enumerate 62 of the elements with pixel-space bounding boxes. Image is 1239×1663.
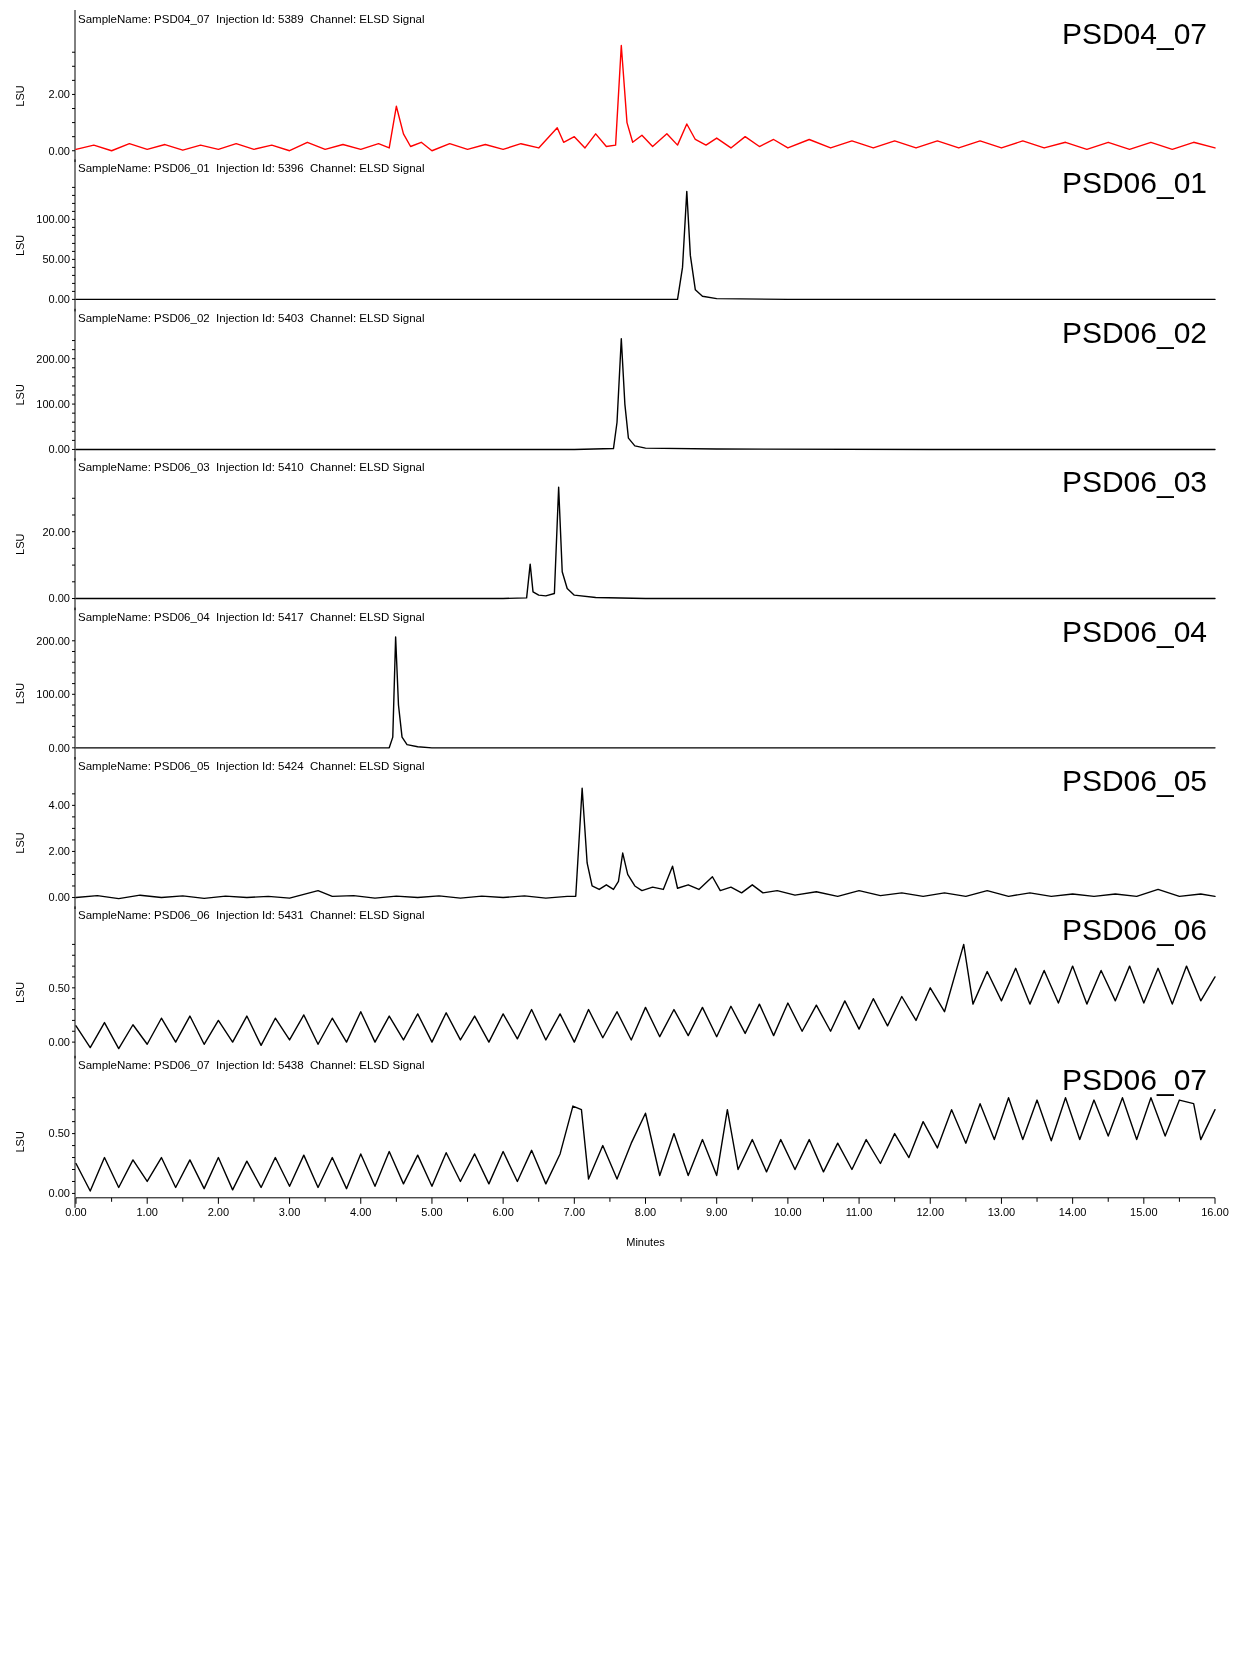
x-tick-label: 15.00 xyxy=(1130,1205,1158,1218)
y-tick-label: 4.00 xyxy=(48,799,70,812)
annotation: PSD06_02 xyxy=(1061,315,1207,349)
x-tick-label: 5.00 xyxy=(421,1205,443,1218)
chart-title: SampleName: PSD06_05 Injection Id: 5424 Channel: ELSD Signal xyxy=(78,760,425,772)
x-tick-label: 14.00 xyxy=(1058,1205,1087,1218)
y-tick-label: 0.00 xyxy=(48,592,70,605)
y-tick-label: 0.00 xyxy=(48,741,70,754)
y-tick-label: 0.00 xyxy=(48,1035,70,1048)
annotation: PSD06_03 xyxy=(1061,465,1207,499)
x-tick-label: 16.00 xyxy=(1201,1205,1229,1218)
x-tick-label: 12.00 xyxy=(916,1205,945,1218)
y-tick-label: 2.00 xyxy=(48,845,70,858)
x-tick-label: 10.00 xyxy=(774,1205,802,1218)
annotation: PSD04_07 xyxy=(1061,17,1207,50)
x-tick-label: 6.00 xyxy=(492,1205,514,1218)
x-tick-label: 11.00 xyxy=(845,1205,873,1218)
chart-title: SampleName: PSD06_04 Injection Id: 5417 Channel: ELSD Signal xyxy=(78,610,425,623)
y-axis-title: LSU xyxy=(14,1131,26,1153)
y-tick-label: 20.00 xyxy=(42,525,70,538)
y-tick-label: 100.00 xyxy=(36,397,70,410)
chart-title: SampleName: PSD04_07 Injection Id: 5389 Channel: ELSD Signal xyxy=(78,13,425,25)
x-tick-label: 7.00 xyxy=(563,1205,586,1218)
y-tick-label: 0.50 xyxy=(48,1127,70,1140)
y-tick-label: 0.50 xyxy=(48,981,70,994)
x-tick-label: 9.00 xyxy=(705,1205,728,1218)
y-axis-title: LSU xyxy=(14,533,26,555)
annotation: PSD06_05 xyxy=(1061,764,1207,797)
y-axis-title: LSU xyxy=(14,85,26,107)
chart-title: SampleName: PSD06_01 Injection Id: 5396 Channel: ELSD Signal xyxy=(78,162,425,175)
y-tick-label: 0.00 xyxy=(48,144,70,157)
y-axis-title: LSU xyxy=(14,981,26,1004)
y-tick-label: 0.00 xyxy=(48,293,70,306)
y-tick-label: 200.00 xyxy=(36,634,70,647)
x-tick-label: 8.00 xyxy=(634,1205,657,1218)
y-axis-title: LSU xyxy=(14,384,26,406)
x-axis-title: Minutes xyxy=(626,1235,666,1248)
y-tick-label: 100.00 xyxy=(36,688,70,701)
annotation: PSD06_04 xyxy=(1061,614,1207,648)
x-tick-label: 1.00 xyxy=(136,1205,158,1218)
chart-title: SampleName: PSD06_03 Injection Id: 5410 Channel: ELSD Signal xyxy=(78,461,425,474)
y-tick-label: 50.00 xyxy=(42,253,70,266)
x-tick-label: 3.00 xyxy=(278,1205,301,1218)
x-tick-label: 13.00 xyxy=(987,1205,1016,1218)
x-tick-label: 4.00 xyxy=(350,1205,372,1218)
y-tick-label: 0.00 xyxy=(48,1187,70,1200)
chart-title: SampleName: PSD06_02 Injection Id: 5403 Channel: ELSD Signal xyxy=(78,311,425,324)
annotation: PSD06_07 xyxy=(1061,1062,1207,1096)
y-axis-title: LSU xyxy=(14,832,26,854)
y-tick-label: 2.00 xyxy=(48,88,70,101)
y-tick-label: 200.00 xyxy=(36,352,70,365)
y-tick-label: 100.00 xyxy=(36,213,70,226)
y-tick-label: 0.00 xyxy=(48,443,70,456)
x-tick-label: 2.00 xyxy=(207,1205,230,1218)
y-tick-label: 0.00 xyxy=(48,891,70,904)
chart-title: SampleName: PSD06_07 Injection Id: 5438 Channel: ELSD Signal xyxy=(78,1058,425,1071)
annotation: PSD06_06 xyxy=(1061,913,1207,947)
annotation: PSD06_01 xyxy=(1061,166,1207,200)
y-axis-title: LSU xyxy=(14,234,26,257)
x-tick-label: 0.00 xyxy=(65,1205,87,1218)
y-axis-title: LSU xyxy=(14,682,26,705)
chart-title: SampleName: PSD06_06 Injection Id: 5431 Channel: ELSD Signal xyxy=(78,909,425,922)
